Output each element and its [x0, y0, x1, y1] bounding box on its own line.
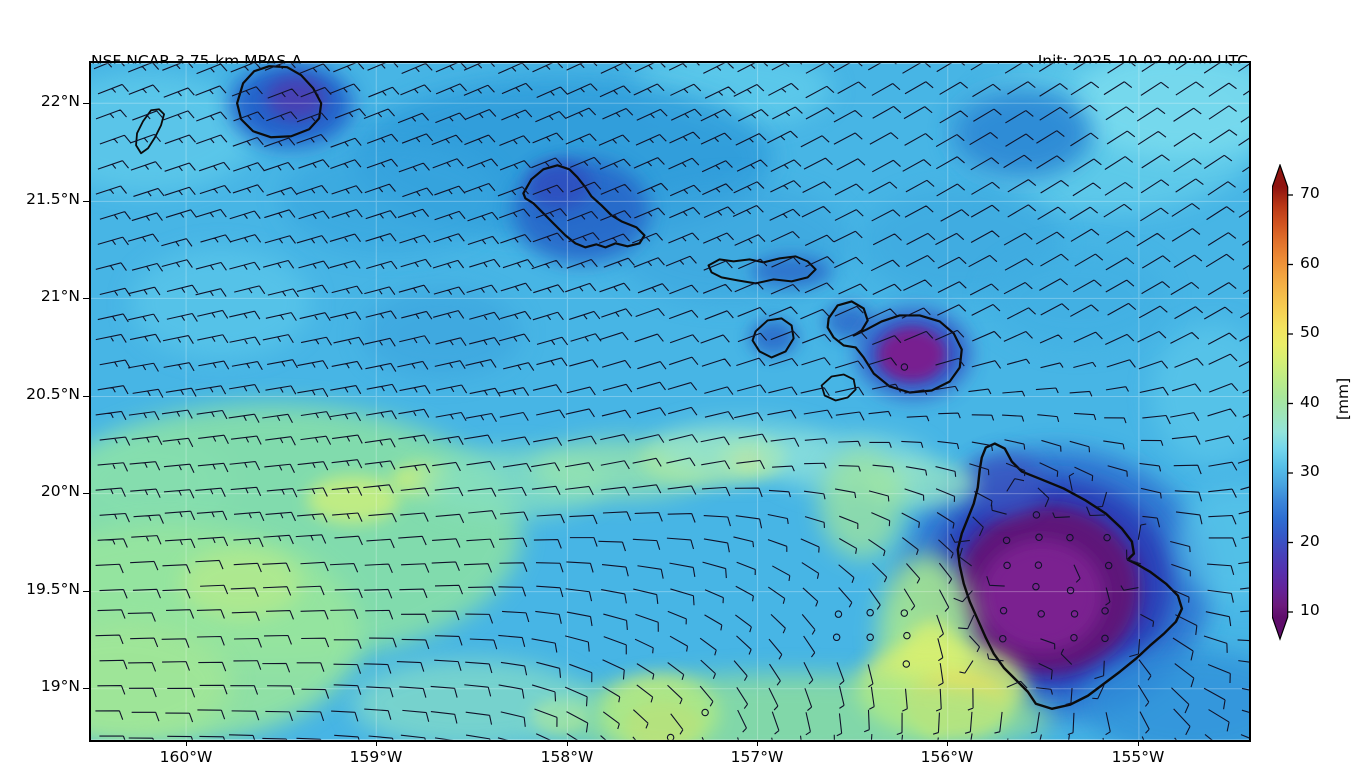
colorbar: [1272, 164, 1293, 641]
map-frame: [89, 61, 1251, 742]
y-tick-label: 20.5°N: [26, 385, 80, 403]
x-axis-tick: [946, 740, 948, 746]
y-tick-label: 19.5°N: [26, 580, 80, 598]
x-axis-tick: [375, 740, 377, 746]
y-axis-tick: [83, 297, 89, 299]
island-outline-hawaii: [956, 442, 1184, 710]
x-tick-label: 158°W: [540, 748, 594, 766]
y-axis-tick: [83, 590, 89, 592]
colorbar-tick-label: 10: [1300, 601, 1320, 619]
calm-circles: [666, 363, 1113, 740]
colorbar-tick-label: 50: [1300, 323, 1320, 341]
x-tick-label: 155°W: [1111, 748, 1165, 766]
y-axis-tick: [83, 687, 89, 689]
colorbar-tick-label: 20: [1300, 531, 1320, 550]
y-tick-label: 22°N: [40, 92, 80, 110]
x-axis-tick: [185, 740, 187, 746]
y-tick-label: 21°N: [40, 287, 80, 305]
island-outline-lanai: [751, 317, 795, 359]
x-tick-label: 160°W: [159, 748, 213, 766]
y-tick-label: 20°N: [40, 482, 80, 500]
island-outline-kauai: [236, 65, 323, 139]
x-axis-tick: [756, 740, 758, 746]
island-outline-maui: [826, 300, 963, 394]
island-outline-molokai: [707, 255, 817, 285]
x-tick-label: 156°W: [920, 748, 974, 766]
island-outline-kahoolawe: [820, 373, 857, 402]
y-tick-label: 19°N: [40, 677, 80, 695]
x-axis-tick: [1137, 740, 1139, 746]
wind-barbs: [93, 63, 1249, 740]
map-canvas: [91, 63, 1249, 740]
y-axis-tick: [83, 200, 89, 202]
colorbar-units-label: [mm]: [1334, 377, 1353, 421]
colorbar-tick-label: 60: [1300, 253, 1320, 272]
y-axis-tick: [83, 102, 89, 104]
colorbar-tick-label: 40: [1300, 392, 1320, 411]
y-axis-tick: [83, 395, 89, 397]
x-tick-label: 159°W: [349, 748, 403, 766]
y-axis-tick: [83, 492, 89, 494]
x-tick-label: 157°W: [730, 748, 784, 766]
y-tick-label: 21.5°N: [26, 190, 80, 208]
colorbar-tick-label: 70: [1300, 184, 1320, 202]
pw-field: [91, 63, 1249, 740]
colorbar-tick-label: 30: [1300, 462, 1320, 480]
x-axis-tick: [566, 740, 568, 746]
